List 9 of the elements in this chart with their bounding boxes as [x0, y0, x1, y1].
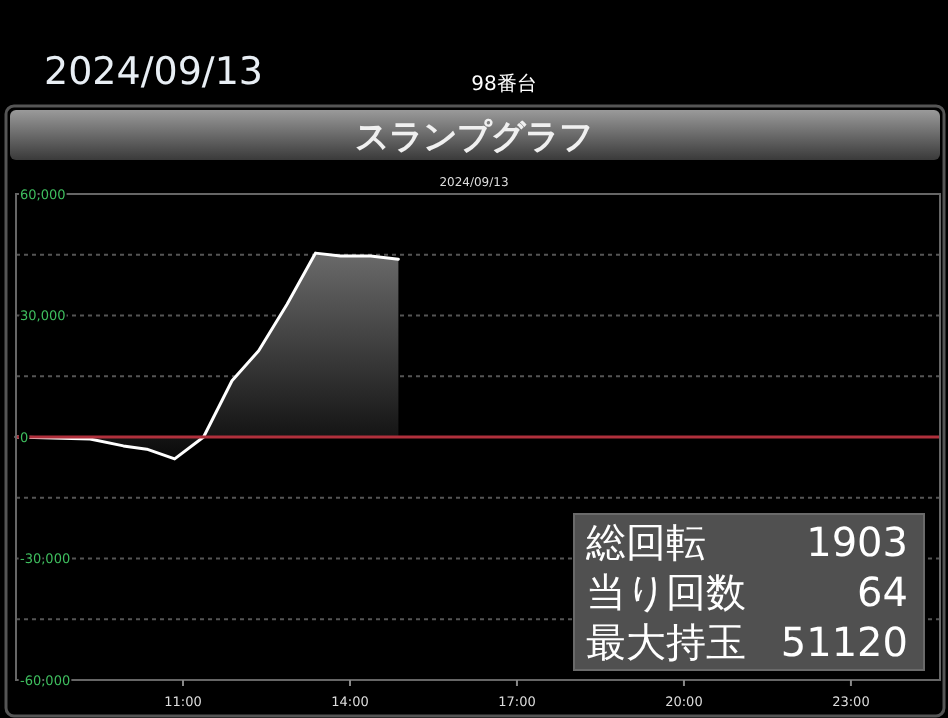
chart-subtitle: 98番台	[471, 72, 537, 96]
annotation: 1903	[806, 518, 908, 566]
annotation: 当り回数	[586, 568, 746, 616]
annotation: 64	[857, 568, 908, 616]
text: 2024/09/13	[44, 50, 264, 94]
chart-title: スランプグラフ	[355, 118, 593, 158]
annotation: 最大持玉	[586, 618, 746, 666]
annotation: 51120	[780, 618, 908, 666]
annotation: 総回転	[584, 518, 706, 566]
